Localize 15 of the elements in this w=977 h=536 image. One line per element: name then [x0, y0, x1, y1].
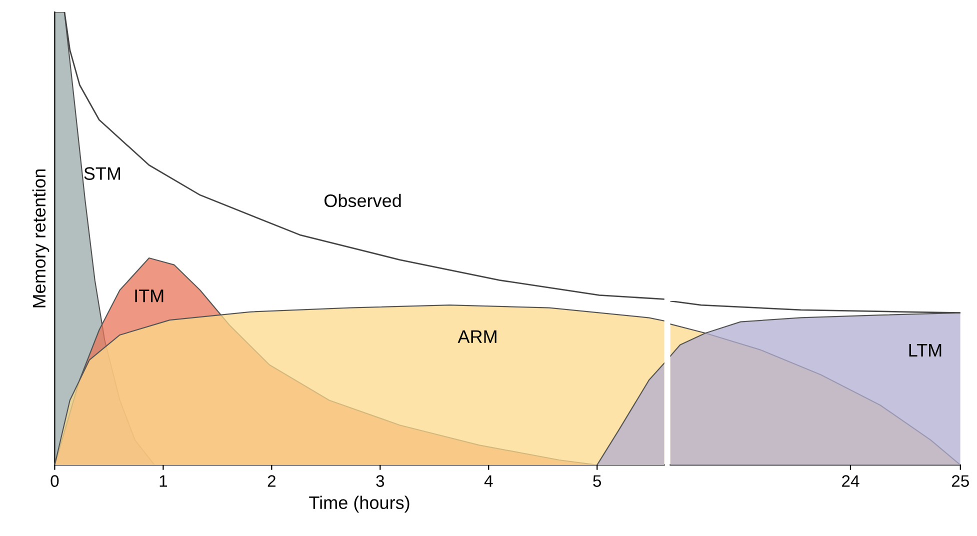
series-label: STM: [84, 167, 120, 180]
x-tick-label: 1: [160, 475, 168, 487]
x-axis-title: Time (hours): [309, 496, 410, 513]
x-tick-label: 2: [268, 475, 276, 487]
y-axis-title: Memory retention: [32, 169, 50, 308]
x-tick-label: 24: [842, 475, 860, 487]
series-label: ITM: [135, 290, 164, 302]
x-tick-label: 25: [952, 475, 969, 487]
series-label: Observed: [324, 194, 401, 208]
series-label: LTM: [909, 344, 942, 356]
x-tick-label: 0: [50, 475, 59, 487]
series-label: ARM: [458, 330, 496, 343]
x-tick-label: 5: [593, 475, 602, 487]
x-tick-label: 3: [376, 475, 384, 487]
x-tick-label: 4: [484, 475, 493, 487]
